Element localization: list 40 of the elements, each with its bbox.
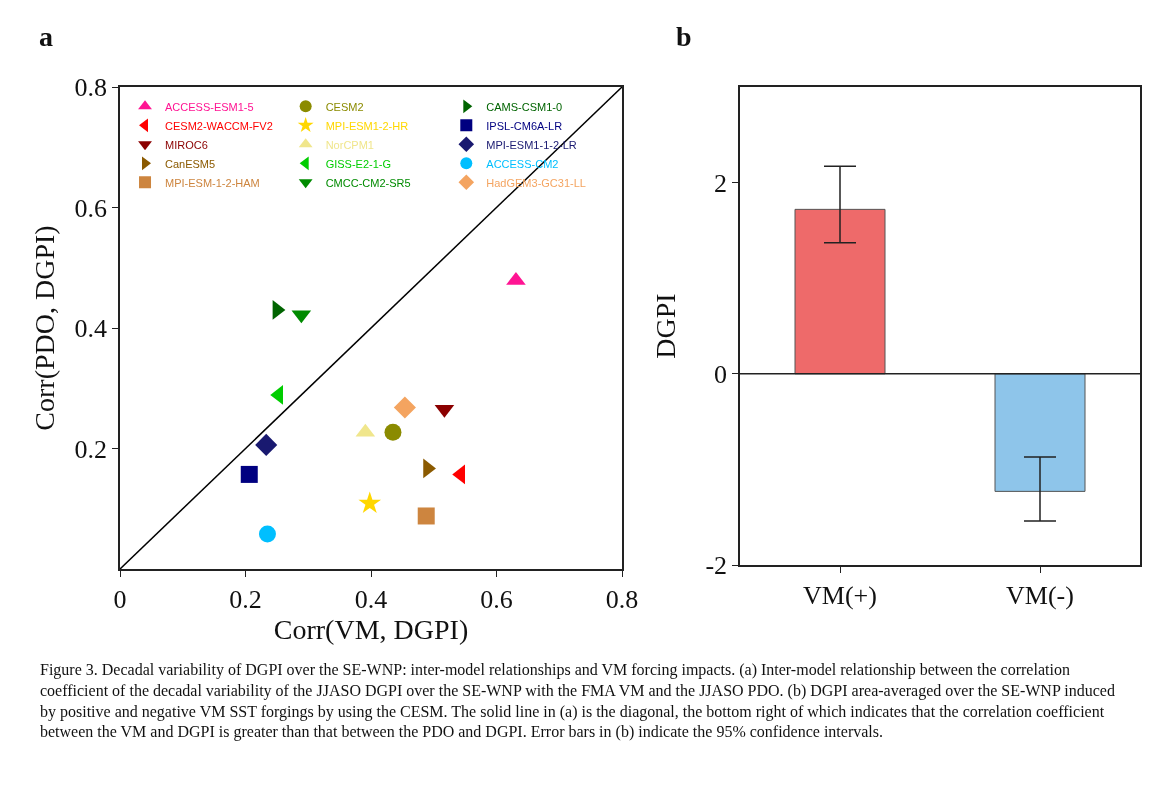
- legend-label: CESM2: [325, 100, 364, 113]
- y-tick-label: -2: [705, 551, 728, 581]
- point: [358, 491, 382, 513]
- point: [393, 396, 416, 419]
- legend-label: CanESM5: [165, 157, 216, 170]
- legend-label: MPI-ESM1-2-HR: [325, 119, 409, 132]
- legend-label: MIROC6: [165, 138, 208, 151]
- x-tick-label: VM(-): [1006, 580, 1074, 610]
- point: [255, 433, 278, 456]
- legend-label: ACCESS-ESM1-5: [165, 100, 254, 113]
- x-tick-label: 0.8: [605, 584, 639, 614]
- y-tick-label: 0.8: [74, 73, 108, 103]
- chart-title: a: [39, 20, 53, 52]
- y-tick-label: 0.4: [74, 314, 108, 344]
- y-axis-title: Corr(PDO, DGPI): [28, 225, 60, 431]
- legend-label: IPSL-CM6A-LR: [486, 119, 563, 132]
- chart-title: b: [675, 20, 692, 52]
- point: [417, 507, 435, 525]
- y-tick-label: 0.2: [74, 434, 108, 464]
- legend-label: CMCC-CM2-SR5: [325, 176, 411, 189]
- x-tick-label: 0.6: [480, 584, 513, 614]
- x-axis-title: Corr(VM, DGPI): [273, 613, 469, 645]
- legend-label: NorCPM1: [325, 138, 374, 151]
- y-axis-title: DGPI: [650, 293, 681, 359]
- legend-label: GISS-E2-1-G: [325, 157, 392, 170]
- legend-label: CESM2-WACCM-FV2: [165, 119, 273, 132]
- legend-label: MPI-ESM-1-2-HAM: [165, 176, 260, 189]
- point: [258, 525, 276, 543]
- caption: Figure 3. Decadal variability of DGPI over the SE-WNP: inter-model relationships and VM forcing impacts. (a) Inter-model relationship between the correlation coefficient of the decadal variability of the JJASO DGPI over the SE-WNP with the FMA VM and the JJASO PDO. (b) DGPI area-averaged over the SE-WNP induced by positive and negative VM SST forgings by using the CESM. The solid line in (a) is the diagonal, the bottom right of which indicates that the correlation coefficient between the VM and DGPI is greater than that between the PDO and DGPI. Error bars in (b) indicate the 95% confidence intervals.: [40, 660, 1116, 743]
- x-tick-label: 0.4: [354, 584, 388, 614]
- x-tick-label: 0: [113, 584, 127, 614]
- y-tick-label: 0: [714, 359, 728, 389]
- point: [270, 385, 284, 405]
- legend-label: CAMS-CSM1-0: [486, 100, 563, 113]
- point: [240, 465, 258, 483]
- point: [384, 423, 402, 441]
- y-tick-label: 0.6: [74, 193, 108, 223]
- x-tick-label: 0.2: [229, 584, 262, 614]
- x-tick-label: VM(+): [803, 580, 877, 610]
- y-tick-label: 2: [714, 168, 728, 198]
